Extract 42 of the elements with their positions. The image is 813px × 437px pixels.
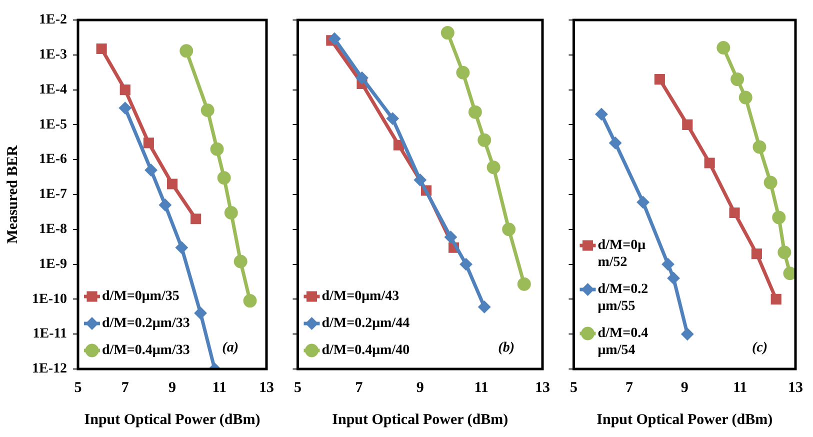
y-tick-label: 1E-10	[32, 292, 67, 307]
legend-label: d/M=0.2μm/44	[322, 316, 410, 332]
legend-label: d/M=0μm/43	[322, 289, 400, 304]
legend-label: d/M=0.4μm/40	[322, 343, 410, 358]
x-tick-label: 5	[74, 380, 82, 396]
y-tick-label: 1E-5	[39, 117, 67, 132]
legend-label: d/M=0.2μm/33	[102, 316, 190, 332]
y-tick-label: 1E-7	[39, 187, 67, 202]
y-tick-label: 1E-9	[39, 256, 67, 272]
x-tick-label: 13	[259, 380, 274, 396]
legend-label: d/M=0.4μm/33	[102, 343, 190, 358]
y-axis-title: Measured BER	[4, 145, 21, 244]
y-tick-label: 1E-4	[39, 82, 67, 98]
legend-label: d/M=0.2μm/55	[598, 282, 648, 314]
x-tick-label: 9	[168, 380, 176, 396]
x-tick-label: 13	[535, 380, 550, 396]
x-axis-title: Input Optical Power (dBm)	[332, 412, 508, 428]
annotation: (c)	[752, 340, 768, 356]
x-tick-label: 11	[212, 380, 226, 396]
x-tick-label: 9	[416, 380, 424, 396]
y-tick-label: 1E-8	[39, 222, 67, 238]
x-tick-label: 11	[732, 380, 748, 396]
y-tick-label: 1E-6	[39, 152, 67, 168]
x-tick-label: 7	[121, 380, 130, 396]
x-tick-label: 9	[680, 380, 688, 396]
x-axis-title: Input Optical Power (dBm)	[596, 412, 773, 428]
x-tick-label: 11	[474, 380, 488, 396]
x-axis-title: Input Optical Power (dBm)	[84, 412, 260, 428]
x-tick-label: 5	[294, 380, 302, 396]
x-tick-label: 13	[788, 380, 803, 396]
annotation: (a)	[222, 340, 238, 356]
x-tick-label: 7	[625, 380, 634, 396]
y-tick-label: 1E-11	[32, 326, 67, 342]
y-tick-label: 1E-12	[32, 362, 67, 377]
y-tick-label: 1E-2	[39, 12, 67, 28]
x-tick-label: 5	[570, 380, 578, 396]
x-tick-label: 7	[355, 380, 364, 396]
annotation: (b)	[498, 340, 514, 356]
legend-label: d/M=0μm/52	[598, 238, 646, 270]
y-tick-label: 1E-3	[39, 48, 67, 63]
legend-label: d/M=0.4μm/54	[598, 326, 648, 358]
legend-label: d/M=0μm/35	[102, 289, 180, 304]
